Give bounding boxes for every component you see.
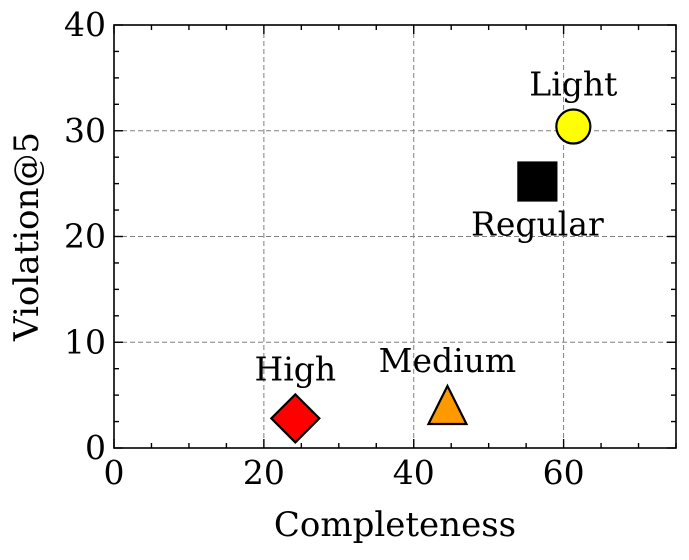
x-tick-label: 60	[543, 453, 585, 492]
square-marker	[517, 161, 558, 202]
y-tick-label: 30	[64, 111, 106, 150]
point-label: Regular	[471, 205, 604, 244]
data-points: High Medium Regular Light	[254, 65, 617, 444]
triangle-marker	[426, 383, 469, 426]
x-axis-label: Completeness	[274, 505, 516, 545]
point-label: High	[254, 349, 336, 388]
point-medium: Medium	[379, 341, 517, 426]
x-tick-label: 0	[104, 453, 125, 492]
point-label: Medium	[379, 341, 517, 380]
point-light: Light	[529, 65, 617, 145]
y-tick-label: 0	[85, 428, 106, 467]
y-tick-label: 20	[64, 217, 106, 256]
y-axis-label: Violation@5	[7, 132, 47, 342]
y-tick-label: 40	[64, 5, 106, 44]
y-tick-label: 10	[64, 322, 106, 361]
tick-labels: 0 20 40 60 0 10 20 30 40	[64, 5, 585, 492]
diamond-marker	[269, 392, 321, 444]
x-tick-label: 20	[243, 453, 285, 492]
x-tick-label: 40	[393, 453, 435, 492]
plot-frame	[113, 24, 677, 449]
point-regular: Regular	[471, 161, 604, 244]
circle-marker	[555, 108, 592, 145]
point-label: Light	[529, 65, 617, 104]
point-high: High	[254, 349, 336, 444]
